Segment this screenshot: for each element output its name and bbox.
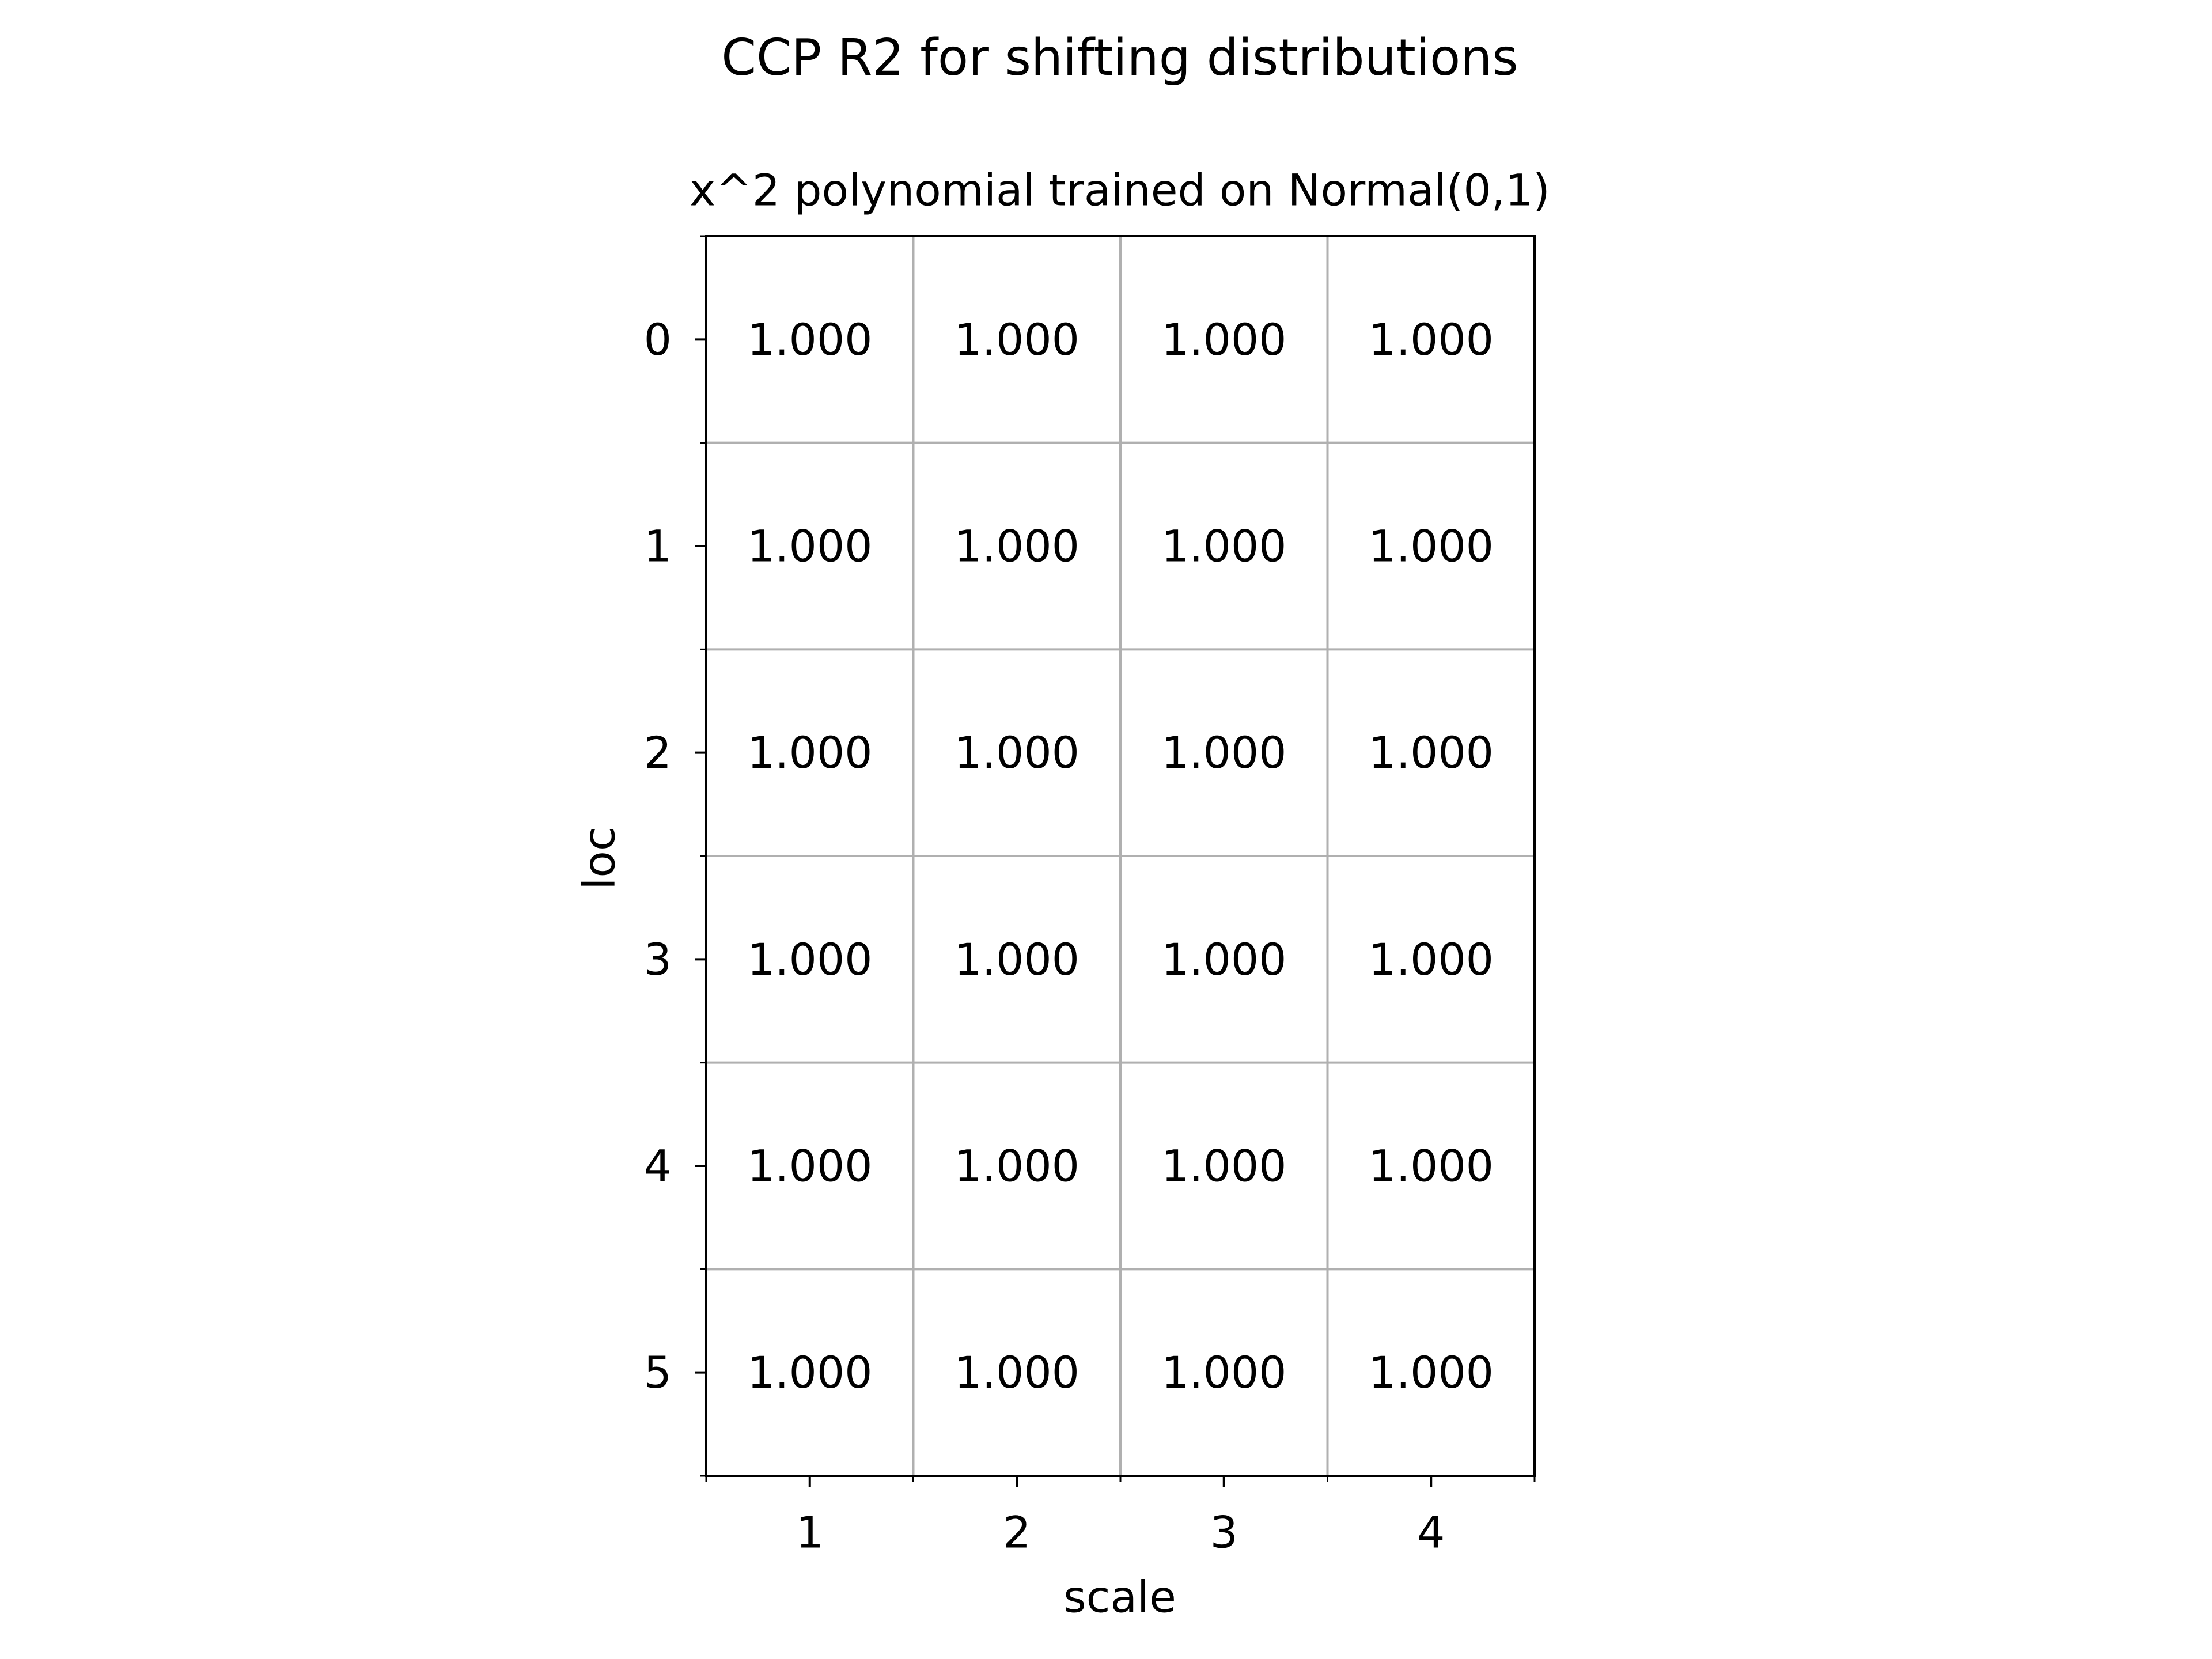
- cell-value: 1.000: [747, 521, 873, 572]
- cell-value: 1.000: [1161, 727, 1287, 778]
- x-tick-label: 1: [796, 1507, 824, 1558]
- cell-value: 1.000: [1368, 934, 1494, 985]
- y-tick-label: 1: [644, 521, 672, 572]
- cell-value: 1.000: [1161, 934, 1287, 985]
- cell-value: 1.000: [954, 727, 1080, 778]
- cell-value: 1.000: [747, 934, 873, 985]
- x-tick-label: 4: [1417, 1507, 1445, 1558]
- cell-value: 1.000: [747, 314, 873, 365]
- plot-area: 1.000 1.000 1.000 1.000 1.000 1.000 1.000 1.000…: [644, 235, 1536, 1558]
- x-tick-label: 2: [1003, 1507, 1031, 1558]
- y-tick-label: 0: [644, 314, 672, 365]
- cell-value: 1.000: [1368, 1347, 1494, 1398]
- cell-value: 1.000: [954, 1347, 1080, 1398]
- y-tick-label: 3: [644, 934, 672, 985]
- chart-title: x^2 polynomial trained on Normal(0,1): [690, 165, 1550, 216]
- cell-value: 1.000: [1368, 727, 1494, 778]
- cell-value: 1.000: [1161, 521, 1287, 572]
- y-tick-label: 4: [644, 1141, 672, 1192]
- cell-value: 1.000: [747, 1141, 873, 1192]
- cell-value: 1.000: [954, 934, 1080, 985]
- cell-value: 1.000: [954, 314, 1080, 365]
- cell-value: 1.000: [1161, 1141, 1287, 1192]
- cell-value: 1.000: [954, 521, 1080, 572]
- y-tick-label: 2: [644, 727, 672, 778]
- cell-value: 1.000: [1368, 521, 1494, 572]
- y-axis-label: loc: [574, 827, 625, 889]
- axes-frame: [705, 235, 1536, 1477]
- cell-value: 1.000: [747, 1347, 873, 1398]
- x-axis-label: scale: [1063, 1571, 1176, 1623]
- x-tick-label: 3: [1210, 1507, 1238, 1558]
- cell-value: 1.000: [1161, 314, 1287, 365]
- figure-suptitle: CCP R2 for shifting distributions: [721, 28, 1518, 87]
- cell-value: 1.000: [1368, 1141, 1494, 1192]
- cell-value: 1.000: [1161, 1347, 1287, 1398]
- cell-value: 1.000: [747, 727, 873, 778]
- y-tick-label: 5: [644, 1347, 672, 1398]
- cell-value: 1.000: [954, 1141, 1080, 1192]
- cell-value: 1.000: [1368, 314, 1494, 365]
